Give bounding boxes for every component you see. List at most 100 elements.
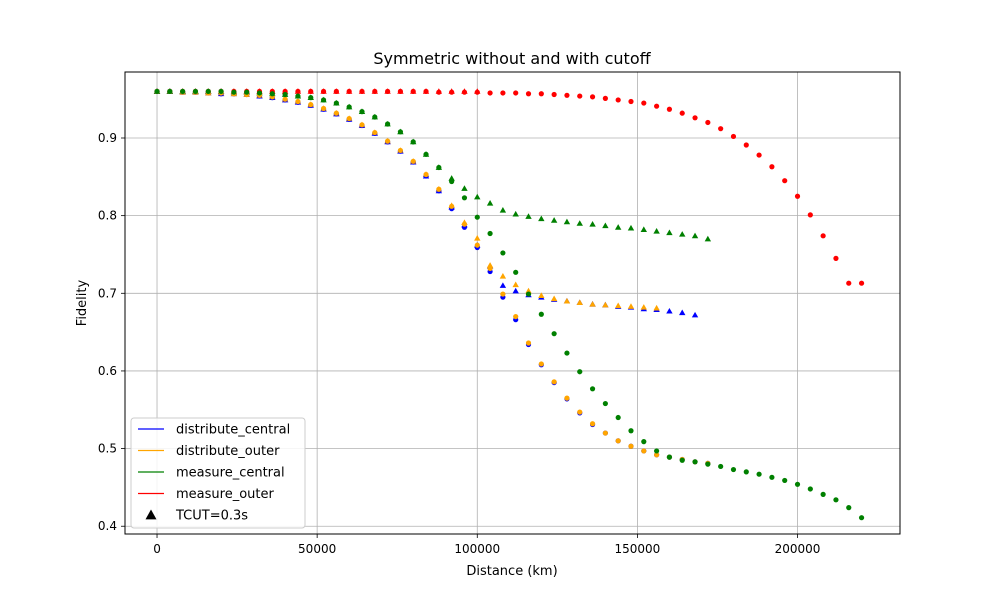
data-point-circle bbox=[295, 98, 301, 105]
chart-title: Symmetric without and with cutoff bbox=[373, 49, 651, 68]
data-point-circle bbox=[474, 89, 480, 95]
y-tick-label: 0.9 bbox=[98, 131, 117, 145]
data-point-circle bbox=[397, 88, 404, 95]
x-tick-label: 50000 bbox=[298, 542, 336, 556]
data-point-circle bbox=[436, 89, 442, 95]
x-axis-label: Distance (km) bbox=[466, 564, 557, 579]
data-point-circle bbox=[551, 331, 557, 337]
data-point-circle bbox=[449, 89, 455, 95]
data-point-triangle bbox=[550, 217, 558, 223]
data-point-triangle bbox=[691, 311, 699, 318]
data-point-circle bbox=[218, 88, 224, 95]
data-point-circle bbox=[372, 129, 378, 136]
data-point-circle bbox=[449, 178, 455, 185]
data-point-triangle bbox=[653, 227, 660, 234]
data-point-circle bbox=[346, 115, 352, 122]
legend-entry: measure_outer bbox=[138, 487, 274, 502]
data-point-circle bbox=[641, 439, 647, 445]
data-point-circle bbox=[564, 92, 570, 98]
data-point-circle bbox=[461, 89, 468, 95]
data-point-triangle bbox=[499, 273, 507, 279]
legend-entry: measure_central bbox=[138, 466, 285, 481]
data-point-circle bbox=[730, 133, 737, 140]
data-point-triangle bbox=[704, 235, 712, 242]
legend-label: distribute_outer bbox=[176, 444, 280, 459]
x-tick-label: 100000 bbox=[454, 542, 500, 556]
data-point-triangle bbox=[679, 309, 686, 316]
data-point-circle bbox=[705, 461, 711, 467]
data-point-circle bbox=[628, 443, 634, 449]
data-point-circle bbox=[641, 448, 647, 454]
data-point-circle bbox=[256, 90, 263, 96]
data-point-circle bbox=[641, 100, 647, 106]
data-point-circle bbox=[333, 88, 339, 95]
axis-ticks: 0 50000 100000 150000 200000 0.4 0.5 0.6 0.7 0.8 0… bbox=[98, 131, 821, 556]
data-point-circle bbox=[820, 233, 826, 239]
data-point-circle bbox=[628, 428, 634, 434]
data-point-circle bbox=[577, 93, 583, 99]
data-point-circle bbox=[846, 280, 852, 286]
data-point-circle bbox=[807, 212, 813, 218]
data-point-triangle bbox=[679, 231, 686, 237]
data-point-triangle bbox=[691, 232, 699, 239]
data-point-circle bbox=[513, 90, 519, 96]
data-point-circle bbox=[282, 96, 288, 102]
data-point-circle bbox=[538, 361, 544, 367]
data-point-circle bbox=[513, 313, 519, 320]
data-point-circle bbox=[538, 311, 544, 317]
data-point-circle bbox=[705, 119, 711, 126]
data-point-circle bbox=[564, 350, 570, 356]
data-point-circle bbox=[769, 164, 775, 170]
data-point-triangle bbox=[602, 301, 609, 308]
data-point-triangle bbox=[640, 304, 648, 310]
legend-label: measure_central bbox=[176, 466, 285, 481]
data-point-circle bbox=[333, 110, 339, 116]
data-point-circle bbox=[359, 88, 365, 95]
data-point-circle bbox=[525, 291, 532, 297]
data-point-triangle bbox=[525, 287, 532, 294]
data-point-circle bbox=[794, 481, 801, 487]
x-tick-label: 150000 bbox=[614, 542, 660, 556]
y-tick-label: 0.8 bbox=[98, 209, 117, 223]
data-point-triangle bbox=[512, 287, 519, 294]
data-point-circle bbox=[320, 105, 327, 112]
data-point-circle bbox=[461, 195, 468, 201]
data-point-circle bbox=[269, 91, 275, 97]
data-point-circle bbox=[551, 91, 557, 98]
data-point-circle bbox=[192, 88, 199, 95]
legend-box bbox=[130, 417, 306, 529]
data-point-circle bbox=[385, 88, 391, 95]
data-point-circle bbox=[602, 430, 608, 436]
data-point-circle bbox=[846, 505, 852, 511]
data-point-triangle bbox=[499, 282, 507, 288]
x-tick-label: 200000 bbox=[775, 542, 821, 556]
data-point-circle bbox=[551, 379, 557, 385]
legend-label: TCUT=0.3s bbox=[175, 509, 248, 524]
data-point-triangle bbox=[666, 307, 673, 314]
data-point-circle bbox=[154, 88, 160, 95]
data-point-circle bbox=[474, 214, 480, 220]
data-point-circle bbox=[308, 88, 314, 95]
data-point-circle bbox=[346, 88, 352, 95]
data-point-triangle bbox=[563, 297, 571, 304]
data-point-circle bbox=[410, 158, 416, 164]
data-point-circle bbox=[449, 203, 455, 209]
data-point-triangle bbox=[640, 226, 648, 233]
data-point-circle bbox=[820, 491, 826, 497]
data-point-circle bbox=[577, 409, 583, 415]
data-point-circle bbox=[167, 88, 173, 95]
data-point-circle bbox=[833, 497, 839, 503]
data-point-circle bbox=[372, 88, 378, 95]
data-point-circle bbox=[308, 102, 314, 108]
plot-frame bbox=[124, 71, 901, 535]
y-tick-label: 0.6 bbox=[98, 364, 117, 378]
data-point-triangle bbox=[602, 222, 609, 229]
data-point-triangle bbox=[627, 224, 635, 231]
data-point-circle bbox=[525, 340, 532, 346]
data-point-circle bbox=[654, 103, 660, 109]
data-marks bbox=[153, 88, 865, 521]
data-point-circle bbox=[589, 386, 596, 392]
data-point-circle bbox=[718, 126, 724, 132]
data-point-circle bbox=[769, 474, 775, 480]
data-point-circle bbox=[743, 469, 749, 475]
